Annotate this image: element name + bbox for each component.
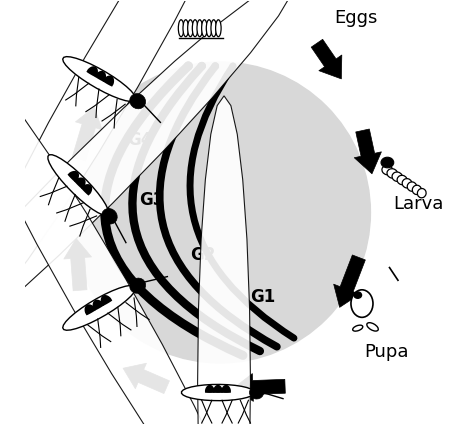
- Ellipse shape: [216, 20, 221, 37]
- Text: G2: G2: [191, 246, 216, 264]
- Ellipse shape: [407, 182, 417, 191]
- Polygon shape: [67, 171, 79, 182]
- Ellipse shape: [387, 169, 398, 178]
- Ellipse shape: [351, 290, 373, 317]
- Text: G3: G3: [139, 191, 165, 209]
- FancyArrowPatch shape: [190, 66, 294, 338]
- Circle shape: [70, 62, 371, 363]
- Polygon shape: [74, 178, 86, 189]
- Text: Eggs: Eggs: [335, 8, 378, 27]
- Ellipse shape: [178, 20, 184, 37]
- Polygon shape: [0, 0, 295, 385]
- Ellipse shape: [206, 20, 212, 37]
- FancyArrowPatch shape: [160, 66, 277, 347]
- Polygon shape: [101, 209, 117, 224]
- Ellipse shape: [418, 189, 426, 198]
- Ellipse shape: [353, 325, 363, 331]
- Polygon shape: [48, 155, 109, 215]
- Ellipse shape: [201, 20, 207, 37]
- Ellipse shape: [402, 178, 412, 188]
- Polygon shape: [205, 385, 215, 393]
- Polygon shape: [63, 286, 136, 330]
- Polygon shape: [130, 94, 146, 109]
- Polygon shape: [63, 57, 136, 102]
- Polygon shape: [92, 300, 104, 311]
- Polygon shape: [130, 278, 146, 293]
- Polygon shape: [0, 45, 246, 425]
- Text: G4: G4: [127, 131, 152, 150]
- Ellipse shape: [397, 176, 407, 185]
- Ellipse shape: [382, 165, 393, 175]
- Ellipse shape: [354, 292, 362, 298]
- Ellipse shape: [197, 20, 202, 37]
- Ellipse shape: [183, 20, 189, 37]
- Polygon shape: [198, 96, 250, 425]
- Polygon shape: [0, 0, 257, 322]
- Ellipse shape: [412, 185, 421, 195]
- Ellipse shape: [211, 20, 217, 37]
- Polygon shape: [182, 385, 255, 401]
- FancyArrowPatch shape: [132, 66, 260, 351]
- Polygon shape: [213, 385, 223, 393]
- Polygon shape: [102, 76, 114, 87]
- Polygon shape: [249, 386, 264, 399]
- Polygon shape: [221, 385, 231, 393]
- Text: G1: G1: [250, 288, 275, 306]
- Polygon shape: [86, 66, 98, 77]
- Polygon shape: [100, 295, 112, 306]
- Ellipse shape: [392, 172, 402, 181]
- Text: Larva: Larva: [394, 195, 444, 213]
- Ellipse shape: [192, 20, 198, 37]
- Ellipse shape: [381, 157, 394, 168]
- Ellipse shape: [367, 323, 378, 331]
- Polygon shape: [84, 304, 96, 315]
- Polygon shape: [81, 184, 92, 196]
- Ellipse shape: [188, 20, 193, 37]
- FancyArrowPatch shape: [105, 66, 243, 355]
- Polygon shape: [94, 71, 106, 82]
- Text: Pupa: Pupa: [364, 343, 409, 361]
